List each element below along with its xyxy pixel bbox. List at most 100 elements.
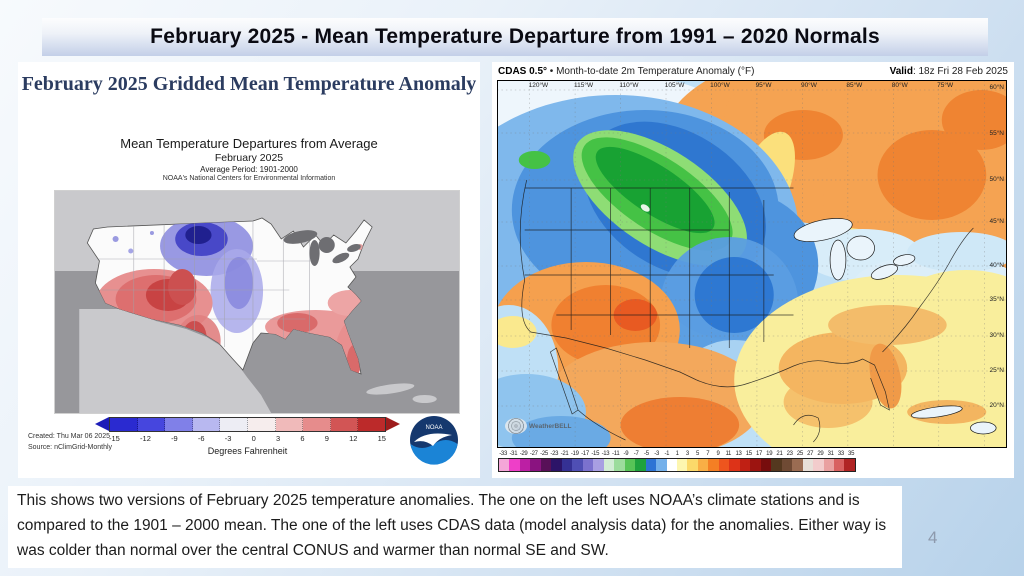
right-colorbar-label: 31	[827, 451, 834, 457]
right-colorbar-label: -29	[519, 451, 528, 457]
left-colorbar-tick: 9	[324, 434, 329, 443]
right-colorbar-segment	[844, 459, 855, 471]
noaa-gridded-panel: February 2025 Gridded Mean Temperature A…	[18, 62, 480, 478]
right-colorbar-label: 3	[685, 451, 689, 457]
right-colorbar-label: -3	[654, 451, 659, 457]
right-colorbar-label: -33	[499, 451, 507, 457]
right-colorbar-segment	[718, 459, 730, 471]
created-text: Created: Thu Mar 06 2025	[28, 433, 110, 440]
valid-time: Valid: 18z Fri 28 Feb 2025	[890, 66, 1008, 77]
weatherbell-logo: WeatherBELL	[505, 418, 572, 434]
valid-label: Valid	[889, 66, 913, 77]
right-colorbar-segment	[530, 459, 541, 471]
right-colorbar-segment	[666, 459, 677, 471]
left-colorbar-tick: -9	[171, 434, 178, 443]
right-colorbar-segment	[499, 459, 510, 471]
weatherbell-swirl-icon	[505, 418, 527, 434]
left-colorbar-tick: -15	[109, 434, 120, 443]
right-colorbar-labels: -33 -31 -29 -27 -25 -23 -21 -19 -17 -15 -13 -11 -9 -7…	[498, 451, 856, 457]
right-colorbar-label: -19	[570, 451, 579, 457]
right-colorbar-segment	[540, 459, 552, 471]
right-colorbar-label: -11	[612, 451, 620, 457]
right-colorbar-label: 33	[837, 451, 844, 457]
right-colorbar-segment	[813, 459, 824, 471]
right-colorbar-label: 15	[745, 451, 752, 457]
left-colorbar-tick: 15	[377, 434, 386, 443]
slide-title-banner: February 2025 - Mean Temperature Departu…	[42, 18, 988, 56]
right-colorbar-segment	[781, 459, 793, 471]
right-colorbar-label: -15	[591, 451, 600, 457]
right-colorbar-label: -17	[581, 451, 589, 457]
right-colorbar-label: 7	[706, 451, 710, 457]
cdas-panel: CDAS 0.5° • Month-to-date 2m Temperature…	[492, 62, 1014, 478]
right-colorbar-segment	[708, 459, 719, 471]
left-map-subtitle: February 2025	[214, 152, 284, 165]
left-colorbar-segment	[275, 417, 304, 431]
noaa-logo-text: NOAA	[425, 425, 442, 431]
left-colorbar-tick: -6	[197, 434, 205, 443]
left-colorbar-tick: 3	[276, 434, 281, 443]
right-colorbar-label: 9	[716, 451, 720, 457]
right-colorbar-label: 23	[786, 451, 793, 457]
right-colorbar-segment	[823, 459, 834, 471]
right-colorbar-label: -7	[633, 451, 639, 457]
right-colorbar-label: 5	[696, 451, 700, 457]
right-colorbar-label: 35	[848, 451, 855, 457]
right-colorbar-segment	[729, 459, 740, 471]
left-map-org: NOAA's National Centers for Environmenta…	[162, 175, 336, 183]
colorbar-right-arrow	[386, 417, 400, 431]
right-colorbar-segment	[551, 459, 562, 471]
caption-text: This shows two versions of February 2025…	[17, 492, 887, 559]
right-colorbar-segment	[834, 459, 845, 471]
caption-box: This shows two versions of February 2025…	[8, 486, 902, 568]
right-colorbar-label: -23	[550, 451, 559, 457]
right-colorbar-segment	[614, 459, 625, 471]
right-colorbar-label: -9	[623, 451, 629, 457]
right-colorbar-segment	[802, 459, 814, 471]
units-label: Degrees Fahrenheit	[207, 446, 288, 456]
left-map-header: Mean Temperature Departures from Average…	[18, 136, 480, 184]
left-colorbar-tick: 0	[251, 434, 256, 443]
cdas-anomaly-map-graphic	[497, 80, 1007, 448]
left-colorbar-tick: 6	[300, 434, 305, 443]
right-colorbar-label: 13	[735, 451, 742, 457]
cdas-header: CDAS 0.5° • Month-to-date 2m Temperature…	[498, 66, 754, 77]
right-colorbar-segment	[561, 459, 573, 471]
weatherbell-text: WeatherBELL	[529, 422, 572, 430]
right-colorbar-segment	[739, 459, 751, 471]
right-colorbar-segment	[792, 459, 803, 471]
noaa-logo: NOAA	[410, 416, 458, 465]
right-colorbar-segment	[645, 459, 657, 471]
right-colorbar-segment	[582, 459, 594, 471]
right-colorbar-segment	[572, 459, 583, 471]
left-colorbar-segment	[330, 417, 359, 431]
right-colorbar-label: 27	[807, 451, 814, 457]
left-colorbar-segment	[247, 417, 276, 431]
source-text: Source: nClimGrid-Monthly	[28, 444, 113, 452]
right-colorbar-label: 11	[725, 451, 732, 457]
left-colorbar-ticks: -15 -12 -9 -6 -3 0 3 6 9 12 15	[109, 434, 386, 443]
right-colorbar-label: 25	[796, 451, 803, 457]
left-colorbar-tick: -3	[224, 434, 232, 443]
cdas-header-rest: • Month-to-date 2m Temperature Anomaly (…	[547, 66, 755, 77]
colorbar-left-arrow	[95, 417, 109, 431]
right-colorbar-segment	[603, 459, 615, 471]
right-colorbar-segment	[509, 459, 520, 471]
right-colorbar-label: 1	[675, 451, 679, 457]
right-colorbar-label: -5	[644, 451, 649, 457]
left-colorbar-segment	[220, 417, 248, 431]
right-colorbar-cells	[498, 458, 856, 472]
left-colorbar-segment	[165, 417, 193, 431]
right-colorbar-segment	[624, 459, 636, 471]
right-colorbar-label: 17	[755, 451, 763, 457]
left-map-credits: Created: Thu Mar 06 2025 Source: nClimGr…	[28, 431, 112, 453]
valid-value: : 18z Fri 28 Feb 2025	[912, 66, 1008, 77]
left-map-title: Mean Temperature Departures from Average	[120, 136, 378, 151]
right-panel-header: CDAS 0.5° • Month-to-date 2m Temperature…	[498, 66, 1008, 77]
right-colorbar-segment	[687, 459, 698, 471]
right-colorbar: -33 -31 -29 -27 -25 -23 -21 -19 -17 -15 -13 -11 -9 -7…	[498, 451, 856, 472]
us-anomaly-map-graphic	[55, 191, 459, 413]
left-colorbar-segment	[303, 417, 331, 431]
right-colorbar-label: -31	[509, 451, 518, 457]
